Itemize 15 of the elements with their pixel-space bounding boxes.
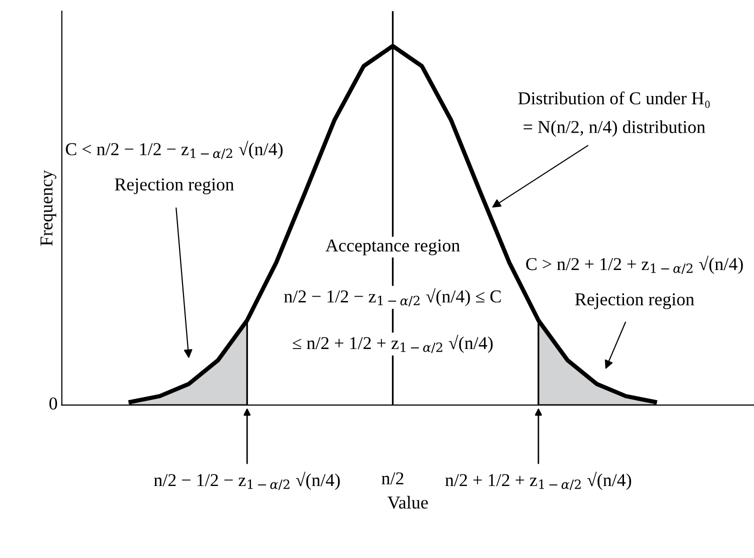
- x-tick-label: n/2 − 1/2 − z$_{1−α/2}$ √(n/4): [154, 472, 340, 490]
- annotation: Distribution of C under H₀: [518, 92, 710, 108]
- y-axis-title: Frequency: [40, 170, 56, 246]
- annotation: Rejection region: [575, 293, 694, 310]
- annotation: Rejection region: [114, 178, 234, 194]
- x-axis-title: Value: [388, 496, 428, 509]
- annotation: ≤ n/2 + 1/2 + z$_{1−α/2}$ √(n/4): [292, 334, 493, 354]
- annotation: Acceptance region: [326, 239, 460, 256]
- annotation: C < n/2 − 1/2 − z$_{1−α/2}$ √(n/4): [66, 140, 283, 160]
- x-tick-label: n/2 + 1/2 + z$_{1−α/2}$ √(n/4): [445, 472, 632, 490]
- annotation: C > n/2 + 1/2 + z$_{1−α/2}$ √(n/4): [526, 256, 743, 274]
- x-tick-label: n/2: [382, 472, 404, 484]
- annotation: n/2 − 1/2 − z$_{1−α/2}$ √(n/4) ≤ C: [284, 288, 501, 306]
- text: 0: [49, 397, 58, 410]
- annotation: = N(n/2, n/4) distribution: [524, 120, 706, 137]
